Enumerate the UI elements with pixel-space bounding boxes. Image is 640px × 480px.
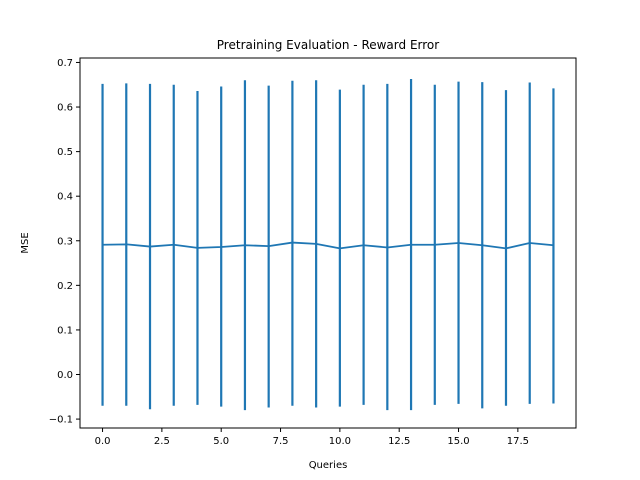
- x-tick-label: 15.0: [447, 436, 469, 447]
- x-tick-label: 12.5: [388, 436, 410, 447]
- y-tick-label: 0.1: [57, 325, 73, 336]
- chart-title: Pretraining Evaluation - Reward Error: [217, 38, 439, 52]
- x-axis: 0.0 2.5 5.0 7.5 10.0 12.5 15.0 17.5: [95, 428, 529, 447]
- y-axis-label: MSE: [20, 232, 31, 253]
- x-tick-label: 7.5: [273, 436, 289, 447]
- x-axis-label: Queries: [309, 460, 348, 471]
- x-tick-label: 10.0: [329, 436, 351, 447]
- series-line-0: [102, 241, 554, 250]
- x-tick-label: 5.0: [213, 436, 229, 447]
- y-axis: −0.1 0.0 0.1 0.2 0.3 0.4 0.5 0.6 0.7: [49, 58, 80, 426]
- y-tick-label: 0.0: [57, 370, 73, 381]
- y-tick-label: 0.4: [57, 192, 73, 203]
- y-tick-label: −0.1: [49, 415, 73, 426]
- y-tick-label: 0.6: [57, 103, 73, 114]
- plot-frame: [79, 57, 577, 429]
- y-tick-label: 0.2: [57, 281, 73, 292]
- y-tick-label: 0.5: [57, 147, 73, 158]
- x-tick-label: 17.5: [507, 436, 529, 447]
- y-tick-label: 0.7: [57, 58, 73, 69]
- x-tick-label: 2.5: [154, 436, 170, 447]
- x-tick-label: 0.0: [95, 436, 111, 447]
- plot-area: [101, 78, 555, 411]
- y-tick-label: 0.3: [57, 236, 73, 247]
